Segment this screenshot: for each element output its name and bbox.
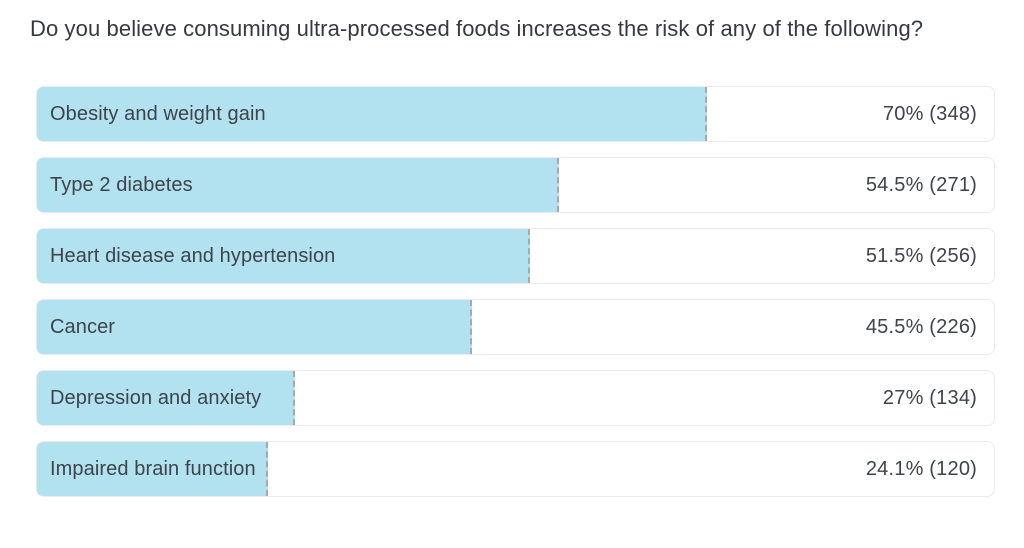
bar-row: Heart disease and hypertension 51.5% (25… bbox=[36, 228, 995, 284]
bar-fill bbox=[37, 229, 530, 283]
bar-track: Type 2 diabetes 54.5% (271) bbox=[36, 157, 995, 213]
bar-row: Obesity and weight gain 70% (348) bbox=[36, 86, 995, 142]
bar-row: Depression and anxiety 27% (134) bbox=[36, 370, 995, 426]
bar-track: Cancer 45.5% (226) bbox=[36, 299, 995, 355]
bar-row: Type 2 diabetes 54.5% (271) bbox=[36, 157, 995, 213]
bar-track: Obesity and weight gain 70% (348) bbox=[36, 86, 995, 142]
bar-value-label: 27% (134) bbox=[882, 386, 977, 409]
bar-value-label: 24.1% (120) bbox=[865, 457, 977, 480]
bar-value-label: 54.5% (271) bbox=[865, 173, 977, 196]
bar-track: Impaired brain function 24.1% (120) bbox=[36, 441, 995, 497]
bar-category-label: Cancer bbox=[50, 315, 116, 338]
bar-track: Heart disease and hypertension 51.5% (25… bbox=[36, 228, 995, 284]
bar-category-label: Depression and anxiety bbox=[50, 386, 262, 409]
bar-category-label: Obesity and weight gain bbox=[50, 102, 266, 125]
bar-value-label: 51.5% (256) bbox=[865, 244, 977, 267]
poll-question-title: Do you believe consuming ultra-processed… bbox=[30, 16, 924, 41]
poll-bar-chart: Obesity and weight gain 70% (348) Type 2… bbox=[36, 86, 995, 497]
poll-results-panel: Do you believe consuming ultra-processed… bbox=[30, 16, 995, 497]
bar-row: Cancer 45.5% (226) bbox=[36, 299, 995, 355]
bar-track: Depression and anxiety 27% (134) bbox=[36, 370, 995, 426]
bar-value-label: 70% (348) bbox=[882, 102, 977, 125]
bar-fill bbox=[37, 158, 559, 212]
bar-fill bbox=[37, 300, 473, 354]
bar-fill bbox=[37, 87, 707, 141]
bar-category-label: Heart disease and hypertension bbox=[50, 244, 336, 267]
bar-fill bbox=[37, 442, 268, 496]
bar-value-label: 45.5% (226) bbox=[865, 315, 977, 338]
bar-row: Impaired brain function 24.1% (120) bbox=[36, 441, 995, 497]
bar-category-label: Impaired brain function bbox=[50, 457, 256, 480]
bar-category-label: Type 2 diabetes bbox=[50, 173, 193, 196]
bar-fill bbox=[37, 371, 296, 425]
